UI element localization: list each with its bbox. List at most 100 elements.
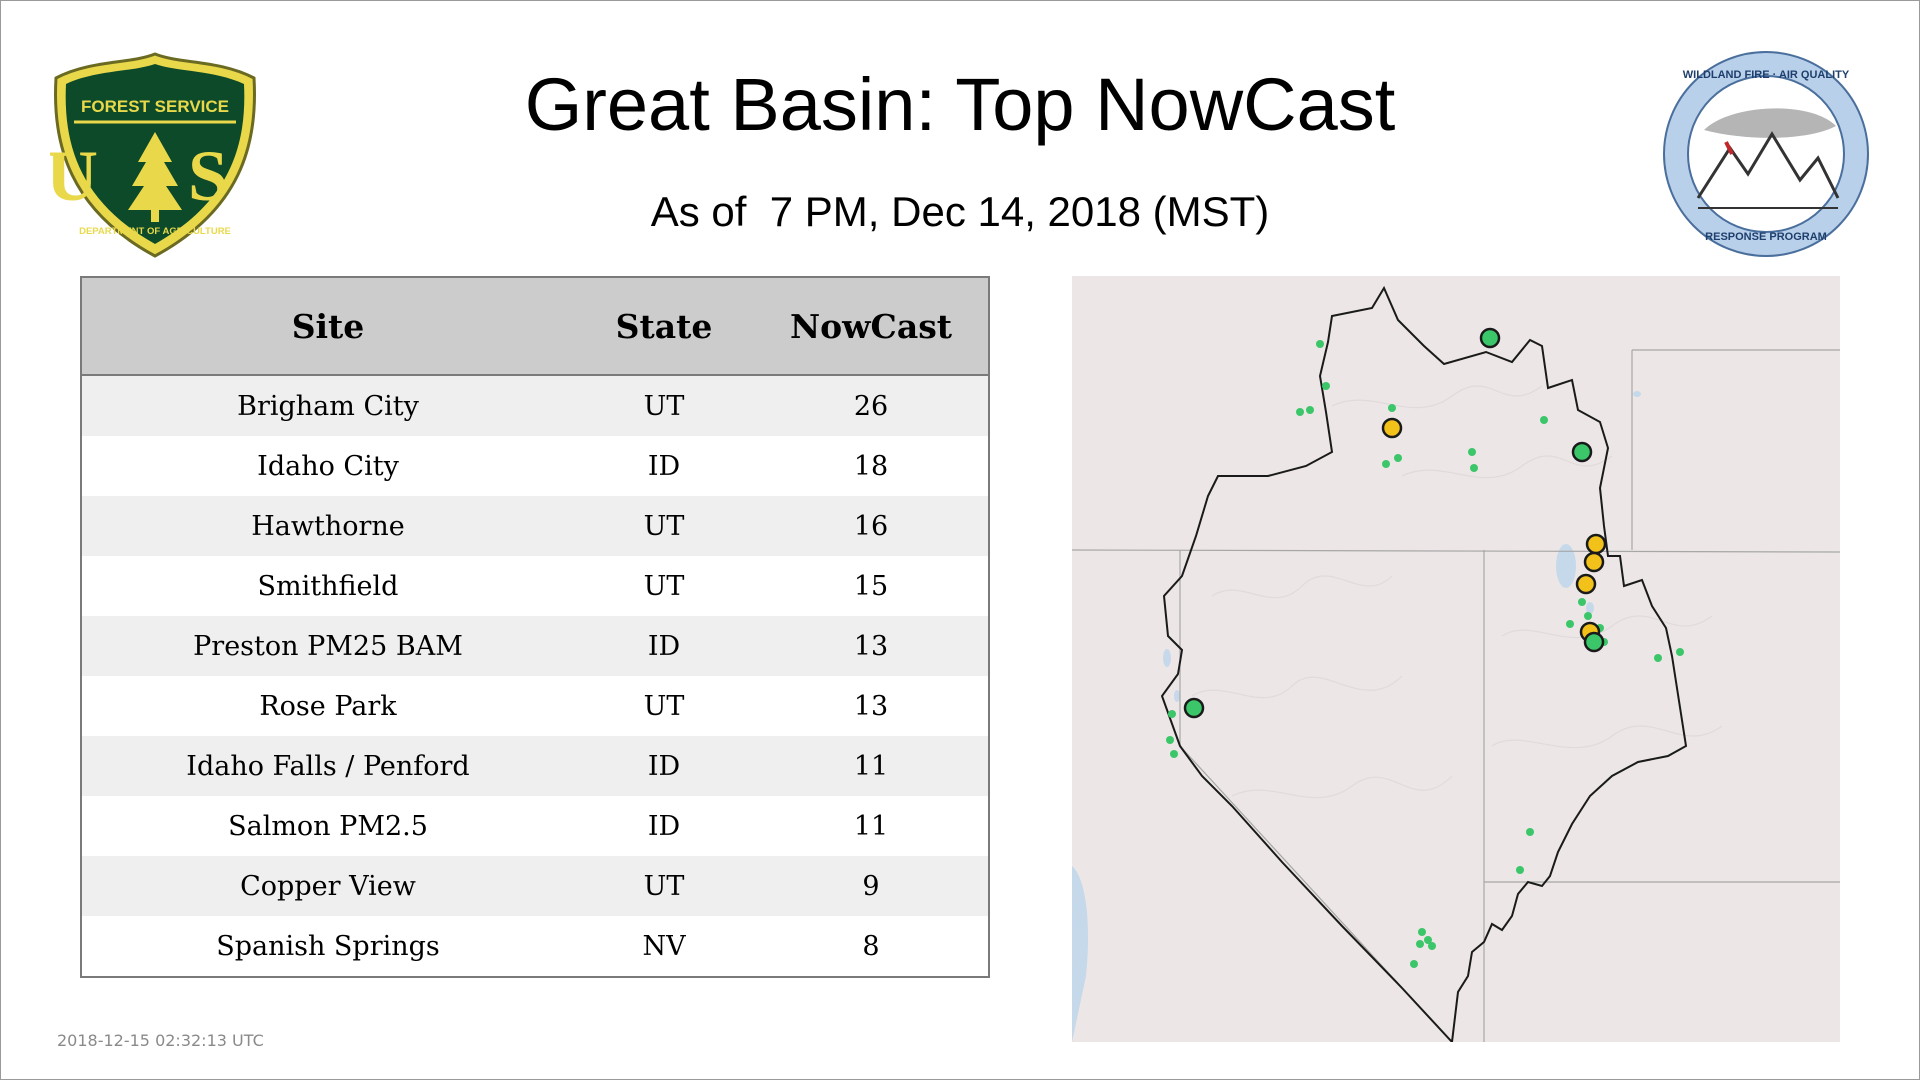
cell-site: Idaho Falls / Penford <box>82 736 574 796</box>
highlight-markers <box>1183 327 1607 719</box>
great-salt-lake <box>1556 544 1576 588</box>
station-marker <box>1166 736 1174 744</box>
station-marker <box>1526 828 1534 836</box>
cell-site: Salmon PM2.5 <box>82 796 574 856</box>
station-marker <box>1316 340 1324 348</box>
station-marker <box>1322 382 1330 390</box>
station-marker <box>1584 612 1592 620</box>
cell-state: ID <box>574 436 754 496</box>
station-marker-large <box>1571 441 1593 463</box>
station-marker-large <box>1585 533 1607 555</box>
cell-site: Idaho City <box>82 436 574 496</box>
station-marker-large <box>1183 697 1205 719</box>
utah-lake <box>1586 602 1594 614</box>
lake <box>1633 391 1641 397</box>
station-marker-large <box>1583 631 1605 653</box>
cell-nowcast: 15 <box>754 556 988 616</box>
cell-nowcast: 16 <box>754 496 988 556</box>
station-marker <box>1428 942 1436 950</box>
station-marker <box>1516 866 1524 874</box>
station-marker <box>1168 710 1176 718</box>
station-marker <box>1410 960 1418 968</box>
cell-site: Rose Park <box>82 676 574 736</box>
page-subtitle: As of 7 PM, Dec 14, 2018 (MST) <box>650 188 1270 235</box>
table-row: Brigham City UT 26 <box>82 375 988 436</box>
fs-top-text: FOREST SERVICE <box>81 97 229 116</box>
good-markers <box>1166 340 1684 968</box>
map-background <box>1072 276 1840 1042</box>
nowcast-table: Site State NowCast Brigham City UT 26 Id… <box>80 276 990 978</box>
cell-nowcast: 9 <box>754 856 988 916</box>
wf-bottom-text: RESPONSE PROGRAM <box>1705 231 1827 243</box>
station-marker <box>1388 404 1396 412</box>
cell-state: ID <box>574 736 754 796</box>
cell-site: Smithfield <box>82 556 574 616</box>
station-marker <box>1416 940 1424 948</box>
ocean <box>1072 866 1089 1042</box>
great-basin-map <box>1072 276 1840 1042</box>
cell-state: ID <box>574 796 754 856</box>
wildland-fire-air-quality-icon: WILDLAND FIRE · AIR QUALITY RESPONSE PRO… <box>1663 51 1869 257</box>
great-basin-boundary <box>1160 285 1688 1042</box>
table-header-row: Site State NowCast <box>82 278 988 376</box>
station-marker <box>1578 598 1586 606</box>
fs-bottom-text: DEPARTMENT OF AGRICULTURE <box>79 226 231 237</box>
terrain-shading <box>1191 385 1723 799</box>
station-marker <box>1394 454 1402 462</box>
cell-nowcast: 8 <box>754 916 988 976</box>
station-marker-large <box>1583 551 1605 573</box>
cell-state: UT <box>574 496 754 556</box>
station-marker <box>1540 416 1548 424</box>
station-marker <box>1382 460 1390 468</box>
column-header-state: State <box>574 278 754 376</box>
cell-state: UT <box>574 676 754 736</box>
table-row: Smithfield UT 15 <box>82 556 988 616</box>
table-row: Hawthorne UT 16 <box>82 496 988 556</box>
table-row: Salmon PM2.5 ID 11 <box>82 796 988 856</box>
state-lines <box>1072 349 1840 1042</box>
table-row: Idaho City ID 18 <box>82 436 988 496</box>
station-marker <box>1654 654 1662 662</box>
us-forest-service-shield-icon: FOREST SERVICE U S DEPARTMENT OF AGRICUL… <box>50 52 256 258</box>
station-marker <box>1468 448 1476 456</box>
cell-nowcast: 18 <box>754 436 988 496</box>
cell-state: NV <box>574 916 754 976</box>
cell-nowcast: 11 <box>754 796 988 856</box>
generated-timestamp: 2018-12-15 02:32:13 UTC <box>57 1031 264 1050</box>
station-marker-large <box>1575 573 1597 595</box>
cell-state: ID <box>574 616 754 676</box>
station-marker <box>1424 936 1432 944</box>
station-marker <box>1470 464 1478 472</box>
cell-site: Preston PM25 BAM <box>82 616 574 676</box>
pyramid-lake <box>1163 649 1171 667</box>
cell-site: Copper View <box>82 856 574 916</box>
station-marker <box>1296 408 1304 416</box>
column-header-nowcast: NowCast <box>754 278 988 376</box>
table-row: Preston PM25 BAM ID 13 <box>82 616 988 676</box>
cell-site: Spanish Springs <box>82 916 574 976</box>
cell-state: UT <box>574 856 754 916</box>
cell-state: UT <box>574 375 754 436</box>
cell-state: UT <box>574 556 754 616</box>
station-marker <box>1306 406 1314 414</box>
cell-site: Hawthorne <box>82 496 574 556</box>
table-row: Spanish Springs NV 8 <box>82 916 988 976</box>
station-marker <box>1676 648 1684 656</box>
page-title: Great Basin: Top NowCast <box>524 63 1396 146</box>
table-row: Copper View UT 9 <box>82 856 988 916</box>
station-marker <box>1418 928 1426 936</box>
cell-nowcast: 26 <box>754 375 988 436</box>
wf-top-text: WILDLAND FIRE · AIR QUALITY <box>1683 69 1850 81</box>
table-row: Rose Park UT 13 <box>82 676 988 736</box>
station-marker-large <box>1381 417 1403 439</box>
walker-lake <box>1174 690 1180 702</box>
station-marker <box>1170 750 1178 758</box>
cell-nowcast: 11 <box>754 736 988 796</box>
cell-site: Brigham City <box>82 375 574 436</box>
table-row: Idaho Falls / Penford ID 11 <box>82 736 988 796</box>
station-marker-large <box>1479 327 1501 349</box>
cell-nowcast: 13 <box>754 676 988 736</box>
column-header-site: Site <box>82 278 574 376</box>
cell-nowcast: 13 <box>754 616 988 676</box>
station-marker <box>1566 620 1574 628</box>
